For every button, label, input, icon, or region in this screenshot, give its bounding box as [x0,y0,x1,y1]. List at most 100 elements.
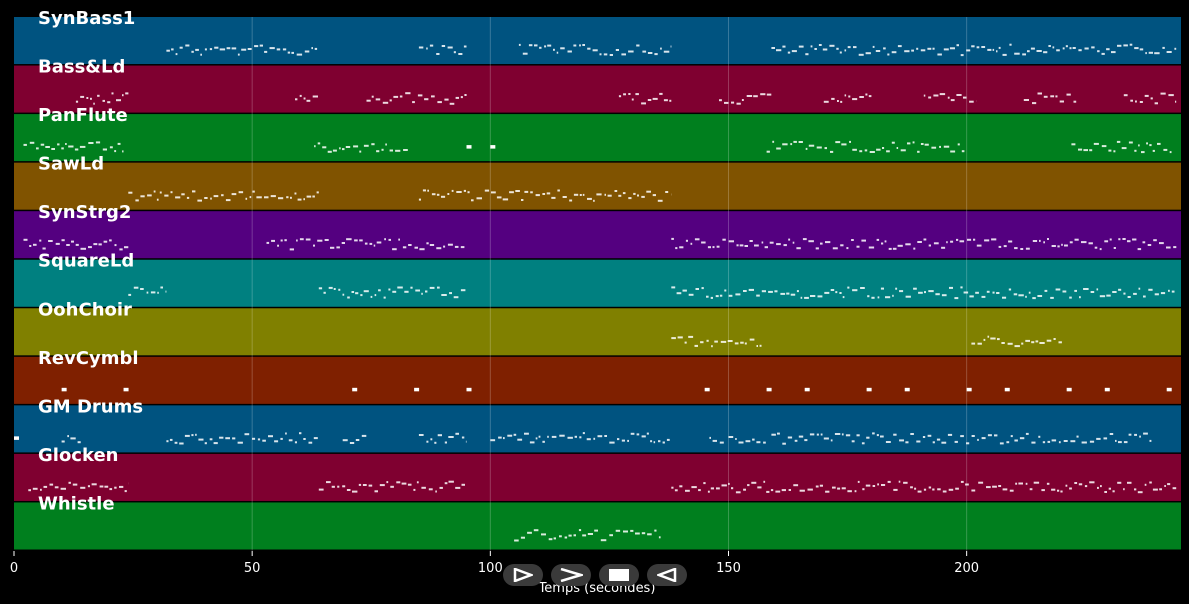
notes-layer [14,43,1177,542]
rewind-icon [657,568,677,582]
note-segment [166,432,318,445]
track-label-8: GM Drums [38,396,143,417]
note-segment [266,238,465,251]
note-segment [418,189,672,202]
note-segment [466,387,472,392]
track-label-10: Whistle [38,493,115,514]
note-segment [1004,387,1010,392]
note-segment [866,387,872,392]
track-band-1 [14,65,1181,113]
note-segment [1166,387,1172,392]
note-segment [23,141,124,153]
track-label-9: Glocken [38,445,119,466]
track-band-3 [14,162,1181,210]
track-notes-5 [128,286,1175,300]
note-segment [671,286,1175,300]
fast-forward-icon [560,568,583,582]
x-tick-label: 0 [10,561,18,576]
note-segment [1071,140,1172,154]
note-segment [719,93,772,105]
rewind-button[interactable] [647,564,687,586]
playback-controls [503,564,687,586]
track-notes-6 [671,335,1062,348]
track-label-3: SawLd [38,154,104,175]
note-segment [671,480,1177,494]
note-segment [14,436,19,440]
stop-button[interactable] [599,564,639,586]
note-segment [704,387,710,392]
note-segment [923,93,977,103]
note-segment [671,237,1177,251]
note-segment [518,43,672,56]
track-label-0: SynBass1 [38,8,135,29]
note-segment [61,387,67,392]
note-segment [1066,387,1072,392]
note-segment [804,387,810,392]
track-band-5 [14,259,1181,307]
note-segment [414,387,420,392]
track-band-4 [14,211,1181,259]
track-label-2: PanFlute [38,105,128,126]
note-segment [23,238,129,251]
track-label-4: SynStrg2 [38,202,131,223]
grid-layer [251,17,968,551]
track-label-6: OohChoir [38,299,132,320]
track-band-6 [14,308,1181,356]
note-segment [61,435,81,444]
fast-forward-button[interactable] [551,564,591,586]
track-band-7 [14,356,1181,404]
note-segment [342,434,367,444]
track-notes-3 [128,189,672,202]
note-segment [418,432,467,444]
note-segment [709,436,724,444]
track-band-10 [14,502,1181,550]
tracks-layer [14,17,1181,550]
note-segment [1104,387,1110,392]
play-icon [513,568,533,582]
note-segment [618,92,672,105]
note-segment [766,140,965,153]
track-band-9 [14,453,1181,501]
play-button[interactable] [503,564,543,586]
note-segment [1023,92,1077,105]
x-tick-label: 100 [478,561,503,576]
track-notes-4 [23,237,1177,251]
labels-layer: SynBass1 Bass&Ld PanFlute SawLd SynStrg2 Squa… [38,8,143,514]
track-notes-1 [75,92,1177,105]
x-tick-label: 150 [716,561,741,576]
note-segment [728,436,766,444]
note-segment [514,529,661,542]
note-segment [418,44,467,55]
note-segment [366,92,467,105]
note-segment [966,387,972,392]
note-segment [1123,92,1177,105]
note-segment [295,94,318,102]
note-segment [904,387,910,392]
track-band-0 [14,17,1181,65]
track-notes-9 [28,480,1177,494]
note-segment [28,481,129,493]
note-segment [490,145,496,149]
note-segment [352,387,358,392]
note-segment [318,286,466,299]
note-segment [466,145,472,149]
track-label-1: Bass&Ld [38,57,125,78]
note-segment [823,93,872,103]
note-segment [128,190,319,202]
note-segment [971,335,1062,348]
note-segment [671,335,762,348]
x-tick-label: 200 [954,561,979,576]
track-label-5: SquareLd [38,251,134,272]
note-segment [771,432,1152,445]
note-segment [75,92,129,105]
x-tick-label: 50 [244,561,261,576]
note-segment [166,44,318,56]
track-label-7: RevCymbl [38,348,139,369]
track-notes-7 [61,387,1172,392]
note-segment [490,432,670,444]
note-segment [123,387,129,392]
track-notes-10 [514,529,661,542]
note-segment [766,387,772,392]
